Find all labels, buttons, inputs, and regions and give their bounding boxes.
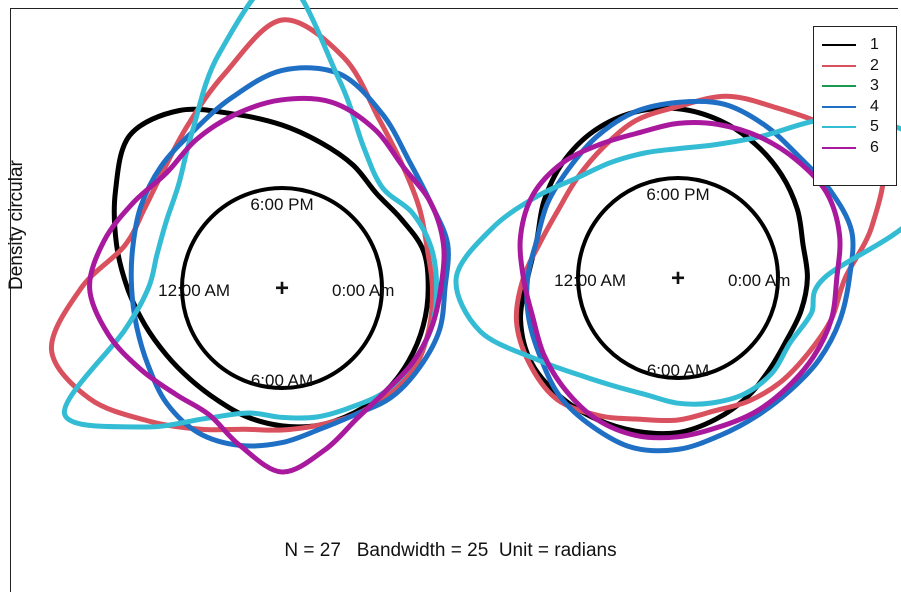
- panel-1-series-6-curve: [87, 95, 447, 475]
- panel-2-label-right: 0:00 Am: [728, 271, 790, 290]
- legend-label-3: 3: [870, 77, 879, 95]
- legend-label-5: 5: [870, 118, 879, 136]
- panel-1: 6:00 PM 6:00 AM 12:00 AM 0:00 Am +: [48, 0, 451, 475]
- legend-item-2: 2: [822, 56, 890, 77]
- legend-swatch-6: [822, 146, 856, 149]
- panel-1-series-5-curve: [61, 0, 440, 430]
- panel-2-base-circle: [576, 176, 780, 380]
- panel-1-base-circle: [180, 186, 384, 390]
- legend-item-6: 6: [822, 138, 890, 159]
- panel-1-series-2-curve: [48, 17, 435, 433]
- legend-swatch-5: [822, 126, 856, 129]
- legend-label-4: 4: [870, 97, 879, 115]
- panel-2-center-marker: +: [671, 265, 685, 292]
- plot-frame: [10, 8, 898, 592]
- panel-2-series-6-curve: [517, 120, 843, 441]
- legend-swatch-3: [822, 85, 856, 88]
- legend-item-4: 4: [822, 97, 890, 118]
- panel-1-series-4-curve: [128, 65, 451, 449]
- legend-label-2: 2: [870, 56, 879, 74]
- panel-1-label-right: 0:00 Am: [332, 281, 394, 300]
- panel-2-series-4-curve: [524, 98, 856, 454]
- legend-item-1: 1: [822, 35, 890, 56]
- panel-2-label-bottom: 6:00 AM: [647, 361, 709, 380]
- panel-1-center-marker: +: [275, 275, 289, 302]
- chart-caption: N = 27 Bandwidth = 25 Unit = radians: [284, 540, 617, 561]
- legend-label-6: 6: [870, 138, 879, 156]
- panel-2-label-top: 6:00 PM: [646, 185, 709, 204]
- panel-2-series-5-curve: [453, 115, 901, 407]
- legend-swatch-2: [822, 64, 856, 67]
- panel-1-label-top: 6:00 PM: [250, 195, 313, 214]
- panel-2-label-left: 12:00 AM: [554, 271, 626, 290]
- panel-1-label-bottom: 6:00 AM: [251, 371, 313, 390]
- legend-item-5: 5: [822, 117, 890, 138]
- legend-item-3: 3: [822, 76, 890, 97]
- legend: 1 2 3 4 5 6: [813, 26, 897, 186]
- legend-label-1: 1: [870, 36, 879, 54]
- panel-2: 6:00 PM 6:00 AM 12:00 AM 0:00 Am +: [453, 93, 901, 454]
- legend-swatch-4: [822, 105, 856, 108]
- panel-1-label-left: 12:00 AM: [158, 281, 230, 300]
- legend-swatch-1: [822, 44, 856, 47]
